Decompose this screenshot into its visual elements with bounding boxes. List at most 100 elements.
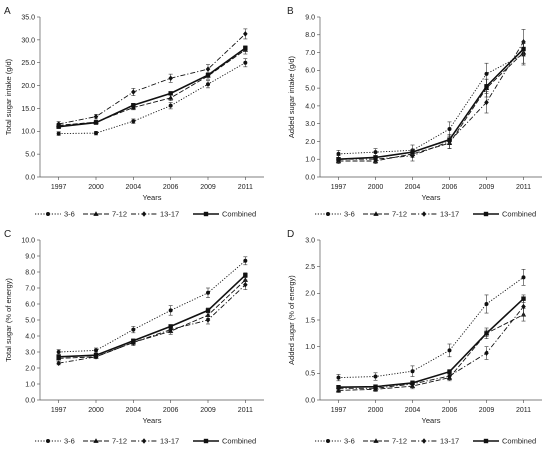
series-Combined: [336, 41, 526, 162]
legend-entry: 7-12: [112, 210, 127, 219]
series-line: [338, 306, 524, 389]
series-line: [58, 284, 246, 364]
data-point: [56, 354, 61, 359]
data-point: [336, 385, 341, 390]
y-tick-label: 1.0: [305, 344, 315, 351]
series-line: [58, 62, 246, 135]
series-Combined: [56, 272, 248, 359]
x-axis-label: Years: [143, 416, 162, 425]
data-point: [484, 71, 489, 76]
data-point: [168, 95, 174, 100]
data-point: [168, 91, 173, 96]
data-point: [243, 273, 248, 278]
legend-marker: [421, 438, 427, 444]
data-point: [205, 308, 211, 313]
series-line: [58, 279, 246, 359]
data-point: [447, 348, 452, 353]
series-line: [58, 260, 246, 353]
y-axis-label: Added sugar (% of energy): [287, 275, 296, 365]
data-point: [168, 103, 173, 108]
y-axis-label: Total sugar (% of energy): [4, 278, 13, 362]
legend-marker: [46, 212, 50, 216]
y-tick-label: 6.0: [305, 68, 315, 75]
data-point: [447, 137, 452, 142]
series-line: [338, 276, 524, 379]
y-tick-label: 15.0: [21, 106, 35, 113]
x-tick-label: 1997: [51, 407, 67, 414]
series-3-6: [56, 256, 248, 355]
legend-marker: [93, 438, 99, 443]
legend-marker: [483, 438, 489, 444]
y-tick-label: 2.0: [305, 291, 315, 298]
data-point: [373, 150, 378, 155]
data-point: [243, 282, 248, 288]
data-point: [56, 350, 61, 354]
y-tick-label: 4.0: [305, 103, 315, 110]
x-tick-label: 2000: [88, 184, 104, 191]
data-point: [56, 124, 61, 129]
data-point: [484, 331, 489, 336]
data-point: [56, 360, 61, 366]
data-point: [484, 302, 489, 306]
data-point: [94, 131, 98, 136]
panel-letter: A: [4, 6, 11, 17]
x-tick-label: 2000: [368, 184, 384, 191]
x-tick-label: 2004: [405, 184, 421, 191]
legend-entry: 3-6: [344, 210, 355, 219]
y-tick-label: 1.5: [305, 317, 315, 324]
x-tick-label: 2011: [516, 407, 531, 414]
panel-B: B 0.0 1.0 2.0 3.0 4.0 5.0 6.0 7.0 8.0 9.0 1997 2000 2…: [287, 6, 542, 219]
y-tick-label: 9.0: [305, 14, 315, 21]
series-Combined: [336, 294, 526, 390]
legend-entry: 7-12: [392, 437, 407, 446]
legend-entry: 7-12: [392, 210, 407, 219]
data-point: [521, 46, 526, 52]
x-tick-label: 2000: [368, 407, 384, 414]
x-tick-label: 2004: [405, 407, 421, 414]
y-tick-label: 0.0: [305, 174, 315, 181]
data-point: [521, 275, 526, 280]
x-tick-label: 2000: [88, 407, 104, 414]
series-line: [338, 48, 525, 161]
series-line: [58, 274, 246, 358]
x-tick-label: 2009: [479, 407, 495, 414]
series-line: [58, 49, 246, 126]
legend-entry: Combined: [222, 210, 256, 219]
x-tick-label: 2006: [163, 407, 179, 414]
x-tick-label: 2011: [238, 184, 253, 191]
data-point: [131, 327, 136, 332]
data-point: [131, 119, 136, 124]
data-point: [243, 31, 248, 37]
data-point: [205, 317, 211, 323]
y-tick-label: 2.5: [305, 264, 315, 271]
data-point: [336, 375, 341, 380]
x-tick-label: 2004: [126, 407, 142, 414]
series-3-6: [336, 269, 526, 382]
series-line: [338, 314, 524, 391]
legend-marker: [203, 211, 209, 217]
legend-entry: Combined: [502, 437, 536, 446]
x-tick-label: 2006: [442, 407, 458, 414]
y-tick-label: 6.0: [25, 301, 35, 308]
y-tick-label: 5.0: [305, 86, 315, 93]
y-tick-label: 1.0: [305, 157, 315, 164]
y-tick-label: 7.0: [25, 285, 35, 292]
y-axis-label: Total sugar intake (g/d): [4, 58, 13, 135]
data-point: [168, 75, 173, 82]
x-tick-label: 2004: [126, 184, 142, 191]
data-point: [131, 89, 136, 95]
data-point: [521, 296, 526, 301]
data-point: [168, 324, 173, 329]
legend-entry: 13-17: [440, 437, 459, 446]
panel-D: D 0.0 0.5 1.0 1.5 2.0 2.5 3.0 1997 2000 2004 2006 20…: [287, 229, 542, 446]
legend-entry: 3-6: [344, 437, 355, 446]
y-tick-label: 0.0: [25, 397, 35, 404]
legend-marker: [483, 211, 489, 217]
legend-entry: 13-17: [440, 210, 459, 219]
x-axis-label: Years: [422, 193, 441, 202]
data-point: [131, 103, 136, 108]
series-13-17: [336, 29, 526, 164]
y-tick-label: 10.0: [21, 129, 35, 136]
legend-marker: [93, 211, 99, 216]
